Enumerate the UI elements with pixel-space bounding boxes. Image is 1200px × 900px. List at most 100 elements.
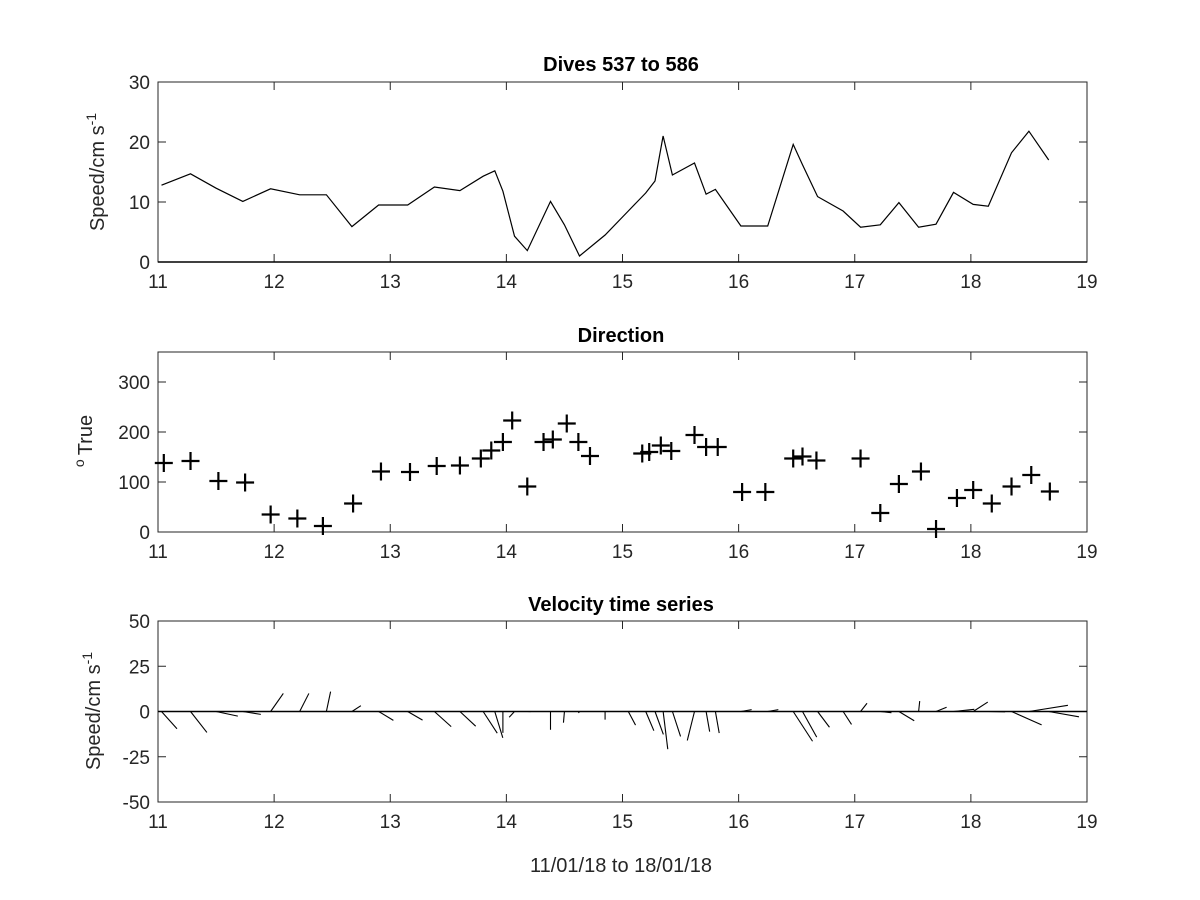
velocity-stick	[459, 711, 477, 727]
x-tick-label: 13	[380, 272, 401, 293]
velocity-stick	[215, 710, 238, 717]
x-tick-label: 16	[728, 812, 749, 833]
direction-point	[482, 441, 501, 460]
x-tick-label: 16	[728, 272, 749, 293]
direction-point	[927, 520, 946, 538]
speed-panel-ylabel-text: Speed/cm s	[87, 125, 109, 231]
direction-point	[209, 472, 228, 490]
direction-point	[261, 505, 280, 524]
direction-point	[154, 454, 173, 472]
velocity-stick	[1028, 704, 1068, 713]
y-tick-label: 200	[118, 423, 150, 444]
x-tick-label: 14	[496, 542, 518, 563]
axes-frame	[157, 351, 1088, 533]
direction-point	[851, 449, 870, 468]
velocity-stick	[705, 711, 711, 732]
velocity-plot-area: 11 12 13 14 15 16 17 18 19 -50 -25 0 25 50	[123, 612, 1098, 833]
direction-point	[871, 504, 890, 522]
x-tick-label: 11	[148, 542, 168, 563]
velocity-panel-title: Velocity time series	[528, 594, 714, 616]
velocity-stick	[378, 711, 394, 721]
x-tick-label: 13	[380, 542, 401, 563]
direction-point	[344, 494, 363, 513]
velocity-stick	[817, 711, 830, 728]
direction-plot-area: 11 12 13 14 15 16 17 18 19 0 100 200 300	[118, 351, 1098, 563]
velocity-stick	[972, 701, 989, 712]
speed-plot-area: 11 12 13 14 15 16 17 18 19 0 10 20 30	[129, 73, 1098, 293]
y-tick-label: -25	[123, 748, 150, 769]
velocity-stick	[714, 711, 720, 734]
x-tick-label: 15	[612, 542, 633, 563]
velocity-stick	[880, 710, 892, 714]
x-tick-label: 16	[728, 542, 749, 563]
velocity-stick	[508, 711, 515, 718]
speed-panel-ylabel: Speed/cm s-1	[83, 113, 109, 231]
x-tick-label: 18	[960, 542, 981, 563]
direction-point	[450, 456, 469, 475]
velocity-panel-ylabel-sup: -1	[79, 652, 95, 665]
velocity-stick	[918, 701, 921, 712]
direction-point	[982, 494, 1001, 513]
velocity-stick	[242, 710, 261, 715]
velocity-stick	[740, 709, 752, 713]
velocity-stick	[767, 709, 779, 713]
y-tick-label: 50	[129, 612, 150, 633]
velocity-stick	[482, 711, 498, 734]
direction-point	[756, 483, 775, 501]
velocity-stick	[434, 711, 452, 728]
velocity-stick	[1048, 710, 1080, 718]
direction-point	[534, 433, 553, 451]
x-tick-label: 15	[612, 272, 633, 293]
x-tick-label: 11	[148, 812, 168, 833]
y-tick-label: -50	[123, 793, 150, 814]
direction-point	[580, 447, 599, 465]
x-tick-label: 19	[1076, 542, 1097, 563]
direction-point	[708, 438, 727, 456]
direction-point	[807, 451, 826, 470]
velocity-stick	[578, 711, 580, 714]
direction-point	[543, 430, 562, 449]
x-tick-label: 17	[844, 542, 865, 563]
velocity-stick	[645, 711, 655, 731]
direction-point	[651, 436, 670, 455]
direction-point	[288, 509, 307, 528]
velocity-stick	[802, 711, 818, 738]
x-tick-label: 11	[148, 272, 168, 293]
velocity-stick	[161, 711, 178, 730]
y-tick-label: 20	[129, 133, 150, 154]
x-tick-label: 19	[1076, 812, 1097, 833]
y-tick-label: 300	[118, 373, 150, 394]
velocity-panel-ylabel-text: Speed/cm s	[83, 664, 105, 770]
velocity-panel-xlabel: 11/01/18 to 18/01/18	[530, 855, 712, 877]
direction-panel-ylabel-pre: o	[71, 459, 87, 467]
velocity-stick	[654, 711, 664, 735]
velocity-panel-ylabel: Speed/cm s-1	[79, 652, 105, 770]
direction-point	[784, 449, 803, 468]
speed-panel-ylabel-sup: -1	[83, 113, 99, 126]
velocity-stick	[671, 711, 682, 737]
velocity-stick	[299, 693, 310, 712]
y-tick-label: 10	[129, 193, 150, 214]
direction-point	[518, 477, 537, 496]
direction-point	[181, 452, 200, 470]
direction-point	[1022, 466, 1041, 484]
x-tick-label: 14	[496, 272, 518, 293]
velocity-stick	[325, 691, 332, 712]
x-tick-label: 19	[1076, 272, 1097, 293]
direction-point	[569, 433, 588, 451]
velocity-stick	[792, 711, 813, 742]
y-tick-label: 0	[139, 253, 150, 274]
y-tick-label: 100	[118, 473, 150, 494]
direction-point	[793, 447, 812, 466]
x-tick-label: 14	[496, 812, 518, 833]
direction-point	[733, 483, 752, 501]
direction-point	[427, 457, 446, 475]
direction-point	[313, 517, 332, 535]
direction-panel-ylabel-text: True	[75, 415, 97, 455]
y-tick-label: 0	[139, 523, 150, 544]
direction-point	[1040, 482, 1059, 501]
x-tick-label: 15	[612, 812, 633, 833]
velocity-panel: Velocity time series Speed/cm s-1 11 12 13…	[79, 594, 1098, 877]
direction-point	[493, 433, 512, 451]
